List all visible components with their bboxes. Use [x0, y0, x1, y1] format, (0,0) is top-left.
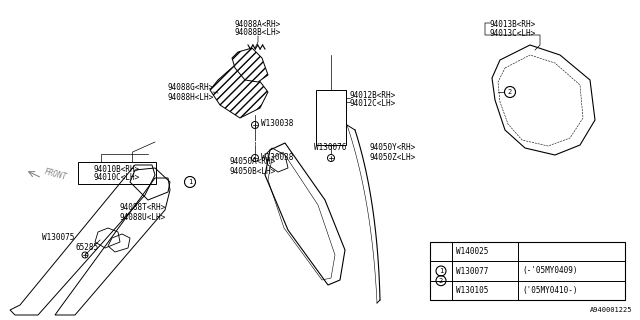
Text: 94010C<LH>: 94010C<LH> — [94, 173, 140, 182]
Text: 2: 2 — [439, 278, 443, 284]
Polygon shape — [232, 48, 268, 82]
Bar — [78, 162, 156, 184]
Bar — [316, 90, 346, 145]
Text: 2: 2 — [508, 89, 512, 95]
Bar — [430, 242, 625, 300]
Text: 94088G<RH>: 94088G<RH> — [168, 84, 214, 92]
Polygon shape — [210, 65, 268, 118]
Text: W140025: W140025 — [456, 247, 488, 256]
Text: 1: 1 — [188, 179, 192, 185]
Text: 94050Z<LH>: 94050Z<LH> — [370, 153, 416, 162]
Text: 94088T<RH>: 94088T<RH> — [120, 204, 166, 212]
Text: W130075: W130075 — [42, 233, 74, 242]
Text: 1: 1 — [439, 268, 443, 274]
Text: 94012B<RH>: 94012B<RH> — [350, 91, 396, 100]
Text: 94013B<RH>: 94013B<RH> — [490, 20, 536, 29]
Text: W130076: W130076 — [314, 143, 346, 153]
Text: 94088B<LH>: 94088B<LH> — [235, 28, 281, 37]
Text: W130038: W130038 — [261, 119, 293, 129]
Text: 94088U<LH>: 94088U<LH> — [120, 212, 166, 221]
Text: FRONT: FRONT — [43, 168, 68, 182]
Text: (-'05MY0409): (-'05MY0409) — [522, 267, 577, 276]
Text: 94012C<LH>: 94012C<LH> — [350, 100, 396, 108]
Text: W130077: W130077 — [456, 267, 488, 276]
Text: 94013C<LH>: 94013C<LH> — [490, 29, 536, 38]
Text: 94050A<RH>: 94050A<RH> — [230, 157, 276, 166]
Text: 94010B<RH>: 94010B<RH> — [94, 164, 140, 173]
Text: 94088H<LH>: 94088H<LH> — [168, 92, 214, 101]
Text: 65285: 65285 — [75, 244, 98, 252]
Text: ('05MY0410-): ('05MY0410-) — [522, 286, 577, 295]
Text: W130038: W130038 — [261, 153, 293, 162]
Text: 94050B<LH>: 94050B<LH> — [230, 166, 276, 175]
Text: W130105: W130105 — [456, 286, 488, 295]
Text: 94050Y<RH>: 94050Y<RH> — [370, 143, 416, 153]
Text: 94088A<RH>: 94088A<RH> — [235, 20, 281, 29]
Text: A940001225: A940001225 — [589, 307, 632, 313]
